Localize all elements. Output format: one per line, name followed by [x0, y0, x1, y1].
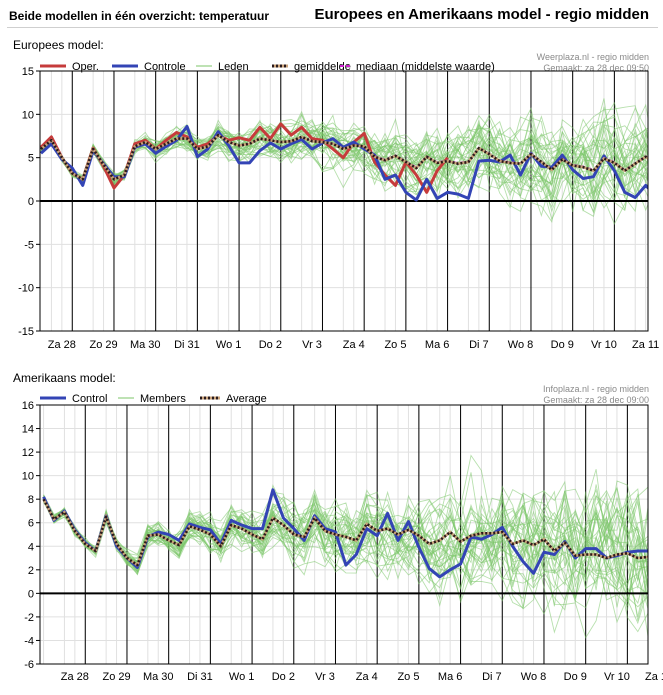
ecmwf-ytick-label: -10: [18, 283, 34, 295]
ecmwf-day-label: Di 31: [174, 339, 200, 351]
gfs-day-label: Za 11: [645, 671, 663, 683]
ecmwf-legend: Oper. Controle Leden gemiddelde mediaan (mid…: [40, 61, 495, 73]
gfs-member-line: [43, 485, 648, 588]
gfs-day-label: Zo 5: [397, 671, 419, 683]
gfs-day-label: Di 31: [187, 671, 213, 683]
gfs-source: Infoplaza.nl - regio midden: [542, 384, 649, 394]
gfs-source-info: Infoplaza.nl - regio midden Gemaakt: za …: [543, 384, 649, 406]
ecmwf-day-axis: Za 28 Zo 29 Ma 30 Di 31 Wo 1 Do 2 Vr 3 Za 4 Zo 5…: [48, 71, 659, 351]
ecmwf-ytick-label: 10: [22, 109, 34, 121]
gfs-average-line: [42, 498, 648, 567]
gfs-series: [42, 488, 648, 579]
ecmwf-day-label: Ma 30: [130, 339, 161, 351]
ecmwf-day-label: Vr 10: [591, 339, 617, 351]
ecmwf-ytick-label: 15: [22, 66, 34, 78]
ecmwf-day-label: Zo 29: [89, 339, 117, 351]
ecmwf-day-label: Zo 5: [384, 339, 406, 351]
ecmwf-day-label: Do 2: [259, 339, 282, 351]
ecmwf-section-title: Europees model:: [13, 38, 104, 52]
gfs-member-lines: [43, 454, 648, 639]
legend-label-mean: gemiddelde: [294, 61, 351, 73]
ecmwf-day-label: Vr 3: [302, 339, 322, 351]
gfs-ytick-label: -6: [24, 659, 34, 671]
gfs-temperature-chart: 16 14 12 10 8 6 4 2 0 -2 -4 -6 Za 28 Zo 29 Ma 30 Di 31 W…: [22, 393, 663, 683]
gfs-day-label: Do 9: [564, 671, 587, 683]
gfs-ytick-label: 8: [28, 494, 34, 506]
gfs-day-label: Ma 6: [438, 671, 462, 683]
gfs-ytick-label: 4: [28, 541, 34, 553]
gfs-section-title: Amerikaans model:: [13, 371, 116, 385]
ecmwf-day-label: Za 4: [343, 339, 365, 351]
gfs-day-label: Do 2: [272, 671, 295, 683]
gfs-day-label: Wo 1: [229, 671, 254, 683]
ecmwf-day-label: Za 28: [48, 339, 76, 351]
gfs-made-time: Gemaakt: za 28 dec 09:00: [543, 395, 649, 405]
ecmwf-ytick-label: 5: [28, 153, 34, 165]
ecmwf-control-line: [40, 125, 648, 202]
legend-label-control: Controle: [144, 61, 186, 73]
legend-label-oper: Oper.: [72, 61, 99, 73]
ecmwf-day-label: Do 9: [551, 339, 574, 351]
legend-label-mean: Average: [226, 393, 267, 405]
page-subtitle: Beide modellen in één overzicht: tempera…: [9, 9, 270, 23]
ecmwf-source-info: Weerplaza.nl - regio midden Gemaakt: za …: [537, 52, 649, 74]
ecmwf-made-time: Gemaakt: za 28 dec 09:50: [543, 63, 649, 73]
ecmwf-ytick-label: 0: [28, 196, 34, 208]
ecmwf-mean-line: [40, 133, 648, 181]
gfs-ytick-label: -4: [24, 635, 34, 647]
gfs-day-label: Wo 8: [521, 671, 546, 683]
ecmwf-series: [40, 122, 648, 202]
gfs-day-label: Vr 3: [315, 671, 335, 683]
gfs-ytick-label: 0: [28, 588, 34, 600]
legend-label-control: Control: [72, 393, 107, 405]
ecmwf-member-line: [40, 114, 648, 202]
gfs-day-label: Zo 29: [102, 671, 130, 683]
gfs-day-label: Ma 30: [143, 671, 174, 683]
gfs-ytick-label: 10: [22, 471, 34, 483]
gfs-ytick-label: 2: [28, 565, 34, 577]
ecmwf-day-label: Di 7: [469, 339, 489, 351]
gfs-ytick-label: -2: [24, 612, 34, 624]
legend-label-members: Members: [140, 393, 186, 405]
gfs-day-label: Za 28: [61, 671, 89, 683]
gfs-member-line: [43, 491, 648, 570]
header-divider: [7, 27, 658, 28]
gfs-ytick-label: 14: [22, 424, 34, 436]
gfs-ytick-label: 16: [22, 400, 34, 412]
legend-label-median: mediaan (middelste waarde): [356, 61, 495, 73]
gfs-day-label: Vr 10: [604, 671, 630, 683]
ecmwf-day-label: Za 11: [632, 339, 659, 351]
page-title: Europees en Amerikaans model - regio mid…: [314, 6, 649, 23]
ecmwf-temperature-chart: 15 10 5 0 -5 -10 -15 Za 28 Zo 29 Ma 30 Di 31 Wo 1 Do…: [18, 61, 659, 351]
ecmwf-ytick-label: -5: [24, 239, 34, 251]
ecmwf-day-label: Ma 6: [425, 339, 449, 351]
gfs-ytick-label: 6: [28, 518, 34, 530]
ecmwf-source: Weerplaza.nl - regio midden: [536, 52, 649, 62]
gfs-day-label: Za 4: [356, 671, 378, 683]
gfs-day-label: Di 7: [482, 671, 502, 683]
gfs-legend: Control Members Average: [40, 393, 267, 405]
ecmwf-plot-frame: [39, 70, 649, 332]
ecmwf-ytick-label: -15: [18, 326, 34, 338]
gfs-member-line: [43, 489, 648, 570]
legend-label-members: Leden: [218, 61, 249, 73]
ecmwf-day-label: Wo 1: [216, 339, 241, 351]
gfs-plot-frame: [39, 404, 649, 665]
gfs-ytick-label: 12: [22, 447, 34, 459]
ecmwf-day-label: Wo 8: [508, 339, 533, 351]
